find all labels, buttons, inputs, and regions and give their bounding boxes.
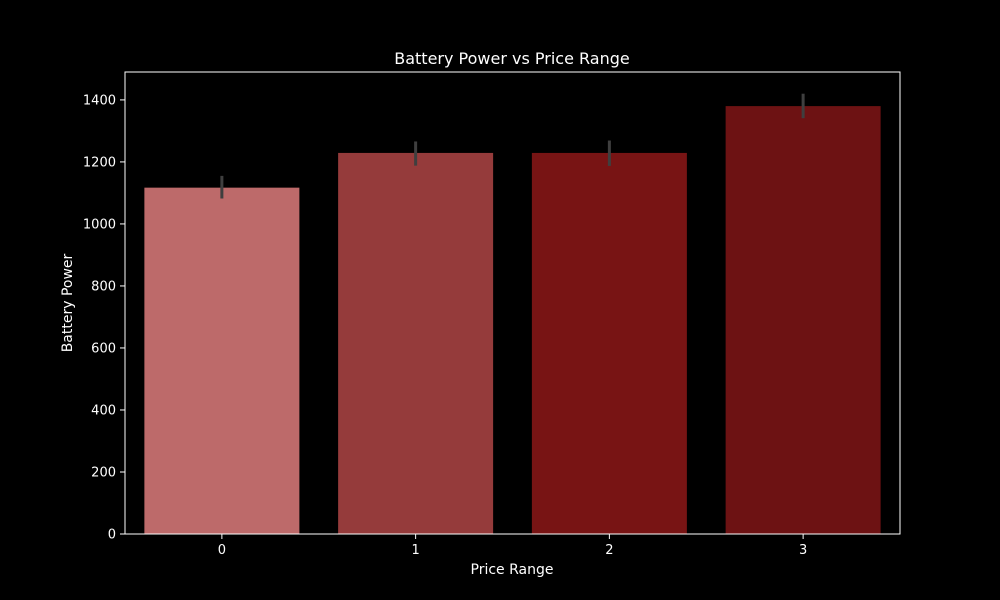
plot-area-frame [124,71,901,535]
bar-3 [725,106,881,534]
y-tick-label-0: 0 [108,528,116,543]
bar-2 [531,152,687,534]
y-tick-label-600: 600 [91,341,116,356]
ticks-layer: 0 1 2 3 0 200 400 600 800 1000 1200 1400 [83,93,807,558]
error-bars-layer [220,93,805,199]
y-tick-label-200: 200 [91,465,116,480]
y-tick-label-400: 400 [91,403,116,418]
x-tick-label-2: 2 [605,543,613,558]
y-axis-label: Battery Power [60,253,76,352]
y-tick-label-1000: 1000 [83,217,116,232]
x-tick-label-1: 1 [411,543,419,558]
x-axis-label: Price Range [471,562,554,578]
x-tick-label-3: 3 [799,543,807,558]
bar-0 [144,187,300,534]
x-tick-label-0: 0 [218,543,226,558]
y-tick-label-1400: 1400 [83,93,116,108]
y-tick-label-1200: 1200 [83,155,116,170]
chart-title: Battery Power vs Price Range [394,49,629,68]
bars-layer [144,106,881,534]
bar-1 [338,152,494,534]
y-tick-label-800: 800 [91,279,116,294]
